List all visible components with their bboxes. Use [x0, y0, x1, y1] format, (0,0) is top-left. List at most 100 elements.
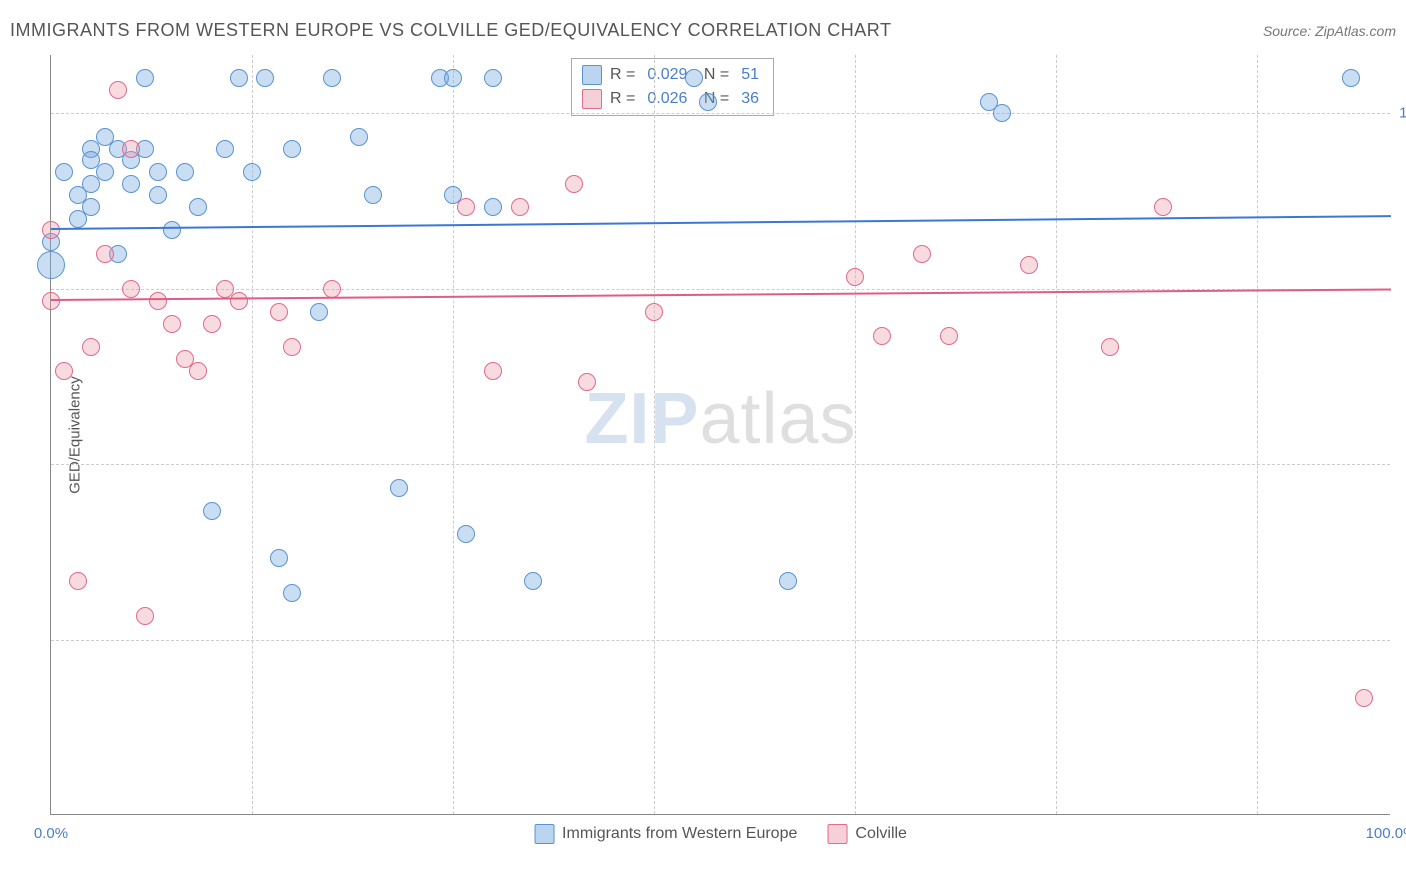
data-point: [256, 69, 274, 87]
data-point: [189, 362, 207, 380]
legend-n-value: 51: [741, 66, 759, 84]
data-point: [109, 81, 127, 99]
data-point: [457, 198, 475, 216]
legend-swatch: [582, 65, 602, 85]
scatter-chart: GED/Equivalency ZIPatlas R =0.029 N =51R…: [50, 55, 1390, 815]
data-point: [122, 280, 140, 298]
data-point: [524, 572, 542, 590]
data-point: [230, 292, 248, 310]
gridline-vertical: [855, 55, 856, 814]
gridline-vertical: [654, 55, 655, 814]
data-point: [444, 69, 462, 87]
data-point: [37, 251, 65, 279]
correlation-legend: R =0.029 N =51R =0.026 N =36: [571, 58, 774, 116]
legend-r-label: R =: [610, 66, 635, 84]
y-axis-label: GED/Equivalency: [66, 376, 83, 494]
data-point: [310, 303, 328, 321]
data-point: [1020, 256, 1038, 274]
data-point: [390, 479, 408, 497]
gridline-vertical: [1056, 55, 1057, 814]
data-point: [283, 140, 301, 158]
legend-swatch: [582, 89, 602, 109]
y-tick-label: 85.0%: [1395, 280, 1406, 297]
gridline-vertical: [1257, 55, 1258, 814]
data-point: [203, 315, 221, 333]
data-point: [511, 198, 529, 216]
legend-row: R =0.026 N =36: [582, 87, 763, 111]
data-point: [136, 607, 154, 625]
data-point: [645, 303, 663, 321]
data-point: [940, 327, 958, 345]
y-tick-label: 70.0%: [1395, 456, 1406, 473]
data-point: [216, 140, 234, 158]
data-point: [82, 338, 100, 356]
chart-title: IMMIGRANTS FROM WESTERN EUROPE VS COLVIL…: [10, 20, 891, 41]
data-point: [149, 163, 167, 181]
y-tick-label: 55.0%: [1395, 631, 1406, 648]
data-point: [283, 338, 301, 356]
legend-swatch: [534, 824, 554, 844]
data-point: [484, 198, 502, 216]
legend-series-label: Immigrants from Western Europe: [562, 825, 797, 843]
data-point: [189, 198, 207, 216]
data-point: [270, 549, 288, 567]
gridline-vertical: [453, 55, 454, 814]
data-point: [230, 69, 248, 87]
data-point: [1101, 338, 1119, 356]
data-point: [350, 128, 368, 146]
watermark-left: ZIP: [584, 379, 699, 459]
data-point: [122, 175, 140, 193]
x-tick-label: 0.0%: [34, 825, 68, 842]
legend-item: Immigrants from Western Europe: [534, 822, 797, 846]
data-point: [122, 140, 140, 158]
data-point: [699, 93, 717, 111]
legend-n-label: N =: [699, 66, 729, 84]
data-point: [323, 69, 341, 87]
data-point: [846, 268, 864, 286]
series-legend: Immigrants from Western Europe Colville: [534, 822, 907, 846]
data-point: [484, 362, 502, 380]
data-point: [457, 525, 475, 543]
watermark: ZIPatlas: [584, 378, 856, 460]
data-point: [69, 572, 87, 590]
data-point: [565, 175, 583, 193]
data-point: [578, 373, 596, 391]
data-point: [993, 104, 1011, 122]
data-point: [323, 280, 341, 298]
x-tick-label: 100.0%: [1366, 825, 1406, 842]
data-point: [364, 186, 382, 204]
data-point: [163, 221, 181, 239]
data-point: [203, 502, 221, 520]
data-point: [243, 163, 261, 181]
source-attribution: Source: ZipAtlas.com: [1263, 23, 1396, 39]
legend-swatch: [827, 824, 847, 844]
data-point: [96, 245, 114, 263]
legend-item: Colville: [827, 822, 907, 846]
legend-n-value: 36: [741, 90, 759, 108]
data-point: [149, 292, 167, 310]
data-point: [163, 315, 181, 333]
chart-header: IMMIGRANTS FROM WESTERN EUROPE VS COLVIL…: [10, 20, 1396, 41]
y-tick-label: 100.0%: [1395, 105, 1406, 122]
data-point: [96, 163, 114, 181]
legend-series-label: Colville: [855, 825, 907, 843]
data-point: [685, 69, 703, 87]
data-point: [270, 303, 288, 321]
data-point: [1355, 689, 1373, 707]
data-point: [873, 327, 891, 345]
data-point: [779, 572, 797, 590]
data-point: [55, 163, 73, 181]
data-point: [1342, 69, 1360, 87]
data-point: [82, 198, 100, 216]
data-point: [913, 245, 931, 263]
data-point: [1154, 198, 1172, 216]
data-point: [176, 163, 194, 181]
watermark-right: atlas: [699, 379, 856, 459]
legend-row: R =0.029 N =51: [582, 63, 763, 87]
data-point: [55, 362, 73, 380]
legend-r-label: R =: [610, 90, 635, 108]
data-point: [484, 69, 502, 87]
data-point: [42, 221, 60, 239]
data-point: [283, 584, 301, 602]
data-point: [136, 69, 154, 87]
